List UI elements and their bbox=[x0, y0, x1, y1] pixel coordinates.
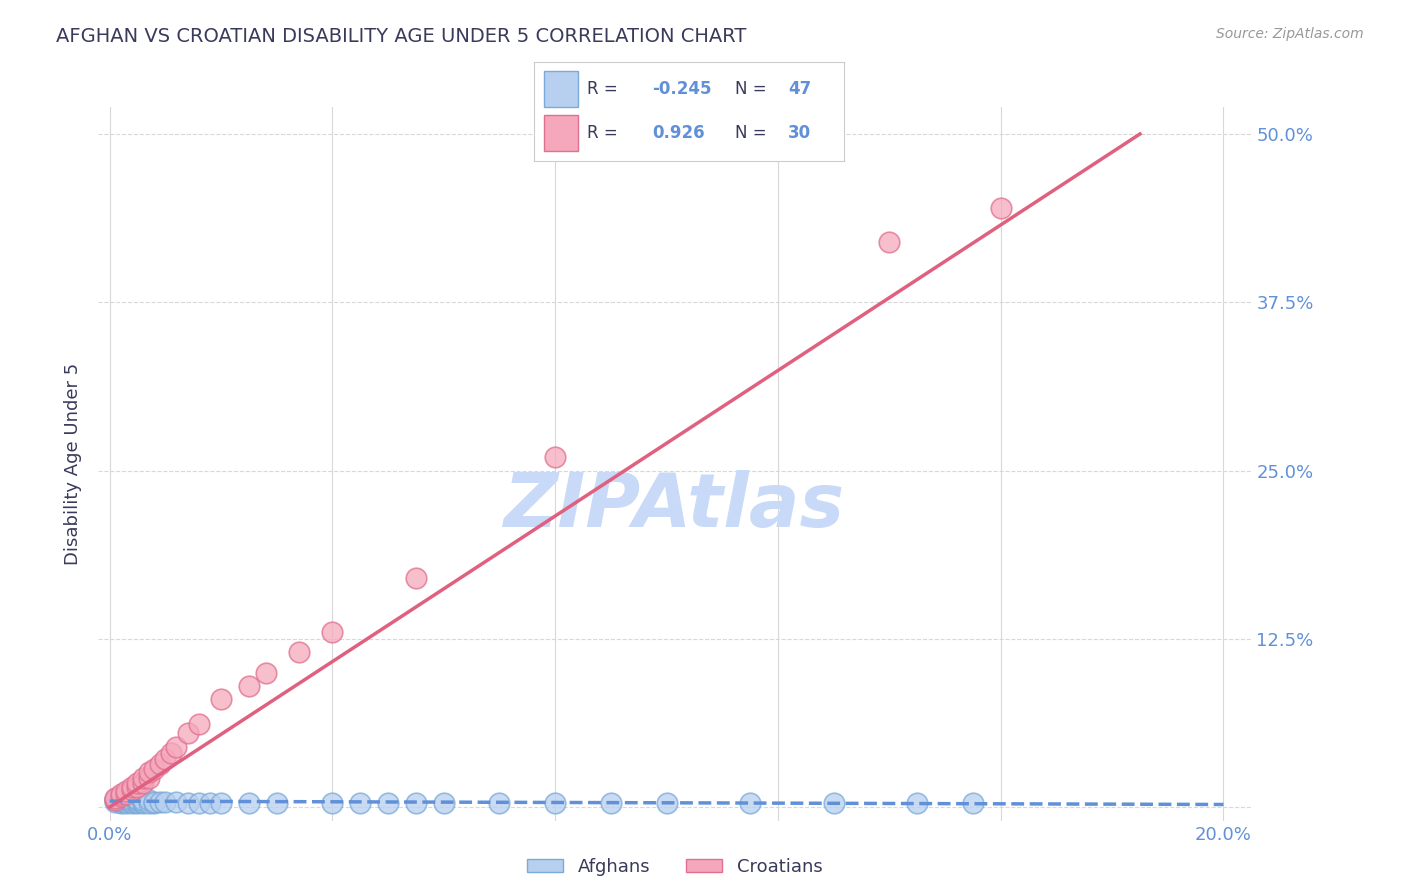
Point bbox=[288, 645, 311, 659]
FancyBboxPatch shape bbox=[544, 115, 578, 151]
Point bbox=[738, 796, 761, 810]
Text: N =: N = bbox=[735, 124, 766, 142]
Point bbox=[138, 796, 160, 810]
Point bbox=[209, 692, 232, 706]
Point bbox=[879, 235, 901, 249]
Point bbox=[127, 780, 149, 794]
Point bbox=[155, 752, 177, 766]
Point bbox=[121, 782, 143, 797]
Point bbox=[143, 763, 166, 777]
Point bbox=[110, 789, 132, 804]
Point bbox=[121, 793, 143, 807]
Point bbox=[238, 796, 260, 810]
Point bbox=[176, 726, 198, 740]
Point bbox=[132, 776, 155, 790]
Point bbox=[127, 776, 149, 790]
Point bbox=[110, 793, 132, 807]
Point bbox=[149, 757, 172, 772]
Point bbox=[149, 795, 172, 809]
Point bbox=[266, 796, 288, 810]
Point bbox=[132, 793, 155, 807]
Text: Source: ZipAtlas.com: Source: ZipAtlas.com bbox=[1216, 27, 1364, 41]
Point bbox=[127, 795, 149, 809]
Text: AFGHAN VS CROATIAN DISABILITY AGE UNDER 5 CORRELATION CHART: AFGHAN VS CROATIAN DISABILITY AGE UNDER … bbox=[56, 27, 747, 45]
Point bbox=[127, 793, 149, 807]
Point bbox=[104, 795, 127, 809]
Point bbox=[115, 795, 138, 809]
Point bbox=[110, 796, 132, 810]
Point bbox=[115, 792, 138, 806]
Point bbox=[321, 796, 343, 810]
Point bbox=[132, 771, 155, 785]
Legend: Afghans, Croatians: Afghans, Croatians bbox=[520, 851, 830, 883]
Point bbox=[132, 796, 155, 810]
Point bbox=[104, 793, 127, 807]
Y-axis label: Disability Age Under 5: Disability Age Under 5 bbox=[65, 363, 83, 565]
Point bbox=[115, 784, 138, 798]
Point bbox=[115, 787, 138, 801]
Point bbox=[127, 792, 149, 806]
Point bbox=[405, 571, 427, 585]
Point bbox=[176, 796, 198, 810]
Point bbox=[104, 792, 127, 806]
Point bbox=[209, 796, 232, 810]
Point bbox=[488, 796, 510, 810]
Point bbox=[544, 450, 567, 464]
Text: 0.926: 0.926 bbox=[652, 124, 704, 142]
Point bbox=[159, 747, 181, 761]
Point bbox=[138, 793, 160, 807]
Point bbox=[349, 796, 371, 810]
Point bbox=[165, 739, 187, 754]
Point bbox=[104, 790, 127, 805]
Point bbox=[121, 780, 143, 794]
Point bbox=[121, 795, 143, 809]
Point bbox=[377, 796, 399, 810]
Point bbox=[143, 795, 166, 809]
Point bbox=[155, 795, 177, 809]
Text: 30: 30 bbox=[787, 124, 811, 142]
Point bbox=[905, 796, 928, 810]
Point bbox=[990, 201, 1012, 215]
Point bbox=[962, 796, 984, 810]
Point bbox=[138, 771, 160, 785]
Point bbox=[138, 765, 160, 780]
Point bbox=[655, 796, 678, 810]
Point bbox=[115, 793, 138, 807]
Point bbox=[254, 665, 277, 680]
Point bbox=[321, 625, 343, 640]
Point bbox=[110, 792, 132, 806]
Point bbox=[165, 795, 187, 809]
Point bbox=[405, 796, 427, 810]
Point bbox=[143, 796, 166, 810]
Text: -0.245: -0.245 bbox=[652, 80, 711, 98]
Point bbox=[187, 716, 209, 731]
Text: R =: R = bbox=[586, 80, 617, 98]
Point bbox=[823, 796, 845, 810]
Text: 47: 47 bbox=[787, 80, 811, 98]
Point bbox=[110, 795, 132, 809]
Point bbox=[599, 796, 621, 810]
Point bbox=[121, 796, 143, 810]
Point bbox=[104, 793, 127, 807]
Point bbox=[187, 796, 209, 810]
Point bbox=[127, 796, 149, 810]
FancyBboxPatch shape bbox=[544, 71, 578, 107]
Point bbox=[132, 795, 155, 809]
Text: R =: R = bbox=[586, 124, 617, 142]
Point bbox=[198, 796, 221, 810]
Point bbox=[433, 796, 456, 810]
Text: ZIPAtlas: ZIPAtlas bbox=[505, 470, 845, 543]
Point bbox=[110, 787, 132, 801]
Point bbox=[238, 679, 260, 693]
Point bbox=[115, 796, 138, 810]
Text: N =: N = bbox=[735, 80, 766, 98]
Point bbox=[544, 796, 567, 810]
